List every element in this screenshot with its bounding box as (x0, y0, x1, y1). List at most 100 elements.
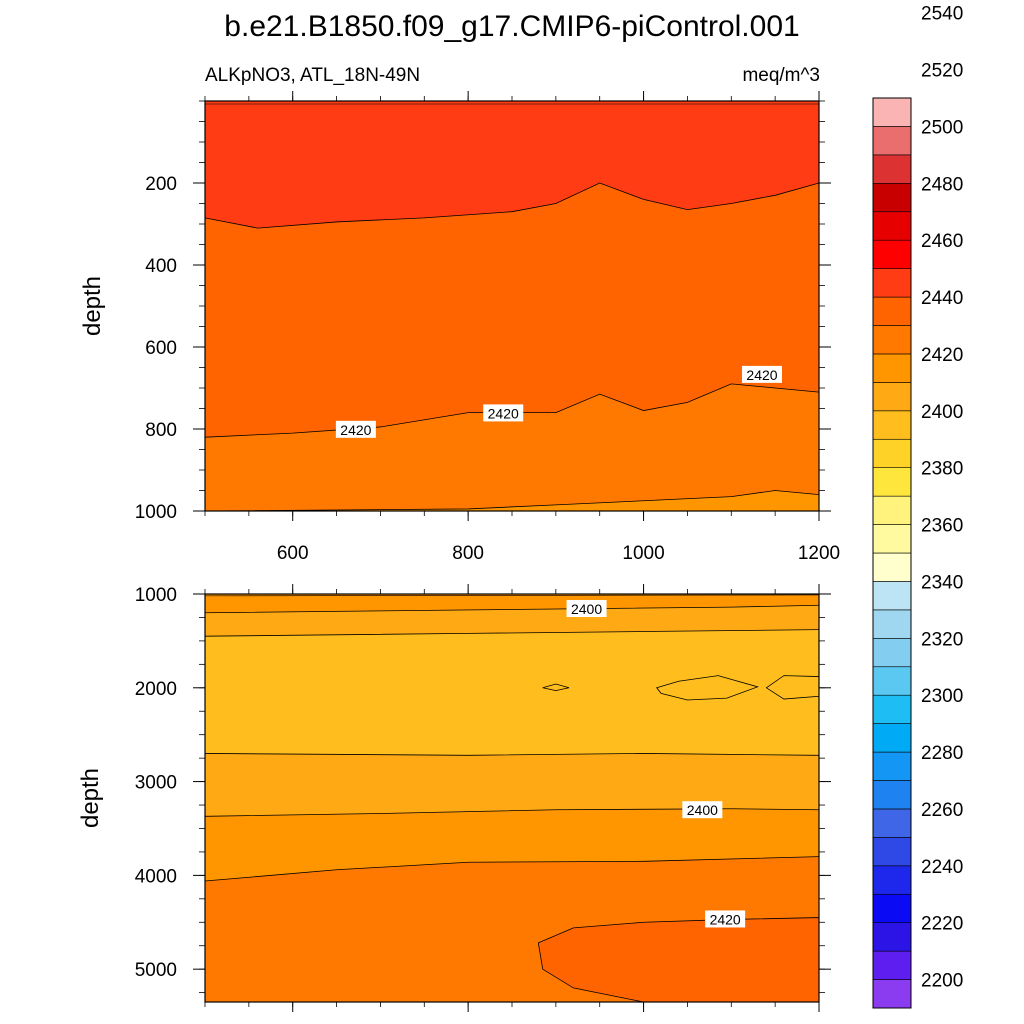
contour-label: 2420 (741, 365, 782, 383)
contour-line (204, 856, 820, 882)
upper-contour-panel: 2420 2420 2420 200 400 600 800 1000 600 800 1000 12… (135, 91, 840, 564)
colorbar-swatch (872, 694, 912, 724)
colorbar-swatch (872, 723, 912, 753)
colorbar-swatch (872, 609, 912, 639)
colorbar-swatch (872, 325, 912, 355)
colorbar: 2200 2220 2240 2260 2280 2300 2320 2340 2360 2380… (872, 4, 963, 1009)
contour-line (204, 182, 820, 229)
lower-contour-panel: 2400 2400 2420 1000 2000 3000 4000 5000 (135, 584, 831, 1012)
colorbar-label: 2460 (921, 231, 963, 252)
colorbar-swatch (872, 183, 912, 213)
colorbar-swatch (872, 438, 912, 468)
colorbar-label: 2480 (921, 174, 963, 195)
contour-label-text: 2420 (340, 422, 371, 438)
y-tick-label: 2000 (135, 679, 177, 700)
y-tick-label: 400 (145, 256, 177, 277)
colorbar-label: 2380 (921, 459, 963, 480)
contour-label: 2420 (705, 910, 746, 928)
colorbar-swatch (872, 638, 912, 668)
y-tick-label: 3000 (135, 773, 177, 794)
colorbar-swatch (872, 751, 912, 781)
subtitle-right: meq/m^3 (742, 65, 820, 86)
contour-band-2430 (205, 101, 819, 229)
colorbar-swatch (872, 126, 912, 156)
contour-label: 2420 (483, 404, 524, 422)
colorbar-swatch (872, 666, 912, 696)
colorbar-swatch (872, 268, 912, 298)
colorbar-label: 2420 (921, 345, 963, 366)
contour-label-text: 2420 (746, 367, 777, 383)
colorbar-swatch (872, 922, 912, 952)
contour-label-box (566, 600, 607, 618)
colorbar-swatch (872, 865, 912, 895)
colorbar-swatch (872, 353, 912, 383)
colorbar-swatch (872, 211, 912, 241)
subtitle-left: ALKpNO3, ATL_18N-49N (205, 65, 420, 86)
y-tick-label: 4000 (135, 866, 177, 887)
contour-line (204, 594, 820, 597)
y-tick-label: 200 (145, 174, 177, 195)
colorbar-swatch (872, 154, 912, 184)
y-tick-label: 1000 (135, 585, 177, 606)
colorbar-swatch (872, 97, 912, 127)
contour-line (204, 604, 820, 614)
contour-label-box (335, 420, 376, 438)
colorbar-swatch (872, 581, 912, 611)
y-tick-label: 5000 (135, 960, 177, 981)
contour-label-text: 2400 (571, 601, 602, 617)
colorbar-swatch (872, 410, 912, 440)
contour-line (204, 629, 820, 637)
contour-island-2420 (537, 917, 820, 1003)
colorbar-label: 2280 (921, 743, 963, 764)
colorbar-swatch (872, 524, 912, 554)
colorbar-label: 2300 (921, 686, 963, 707)
colorbar-swatch (872, 780, 912, 810)
colorbar-swatch (872, 979, 912, 1009)
colorbar-swatch (872, 893, 912, 923)
contour-band-2410 (205, 383, 819, 511)
colorbar-swatch (872, 552, 912, 582)
colorbar-label: 2220 (921, 914, 963, 935)
colorbar-label: 2500 (921, 117, 963, 138)
y-axis-label-lower: depth (77, 768, 104, 828)
colorbar-swatch (872, 239, 912, 269)
contour-label-text: 2420 (488, 405, 519, 421)
y-tick-label: 800 (145, 420, 177, 441)
contour-label-text: 2420 (710, 911, 741, 927)
contour-label-box (741, 365, 782, 383)
contour-label-box (705, 910, 746, 928)
colorbar-swatch (872, 495, 912, 525)
colorbar-frame (872, 97, 912, 1009)
colorbar-label: 2440 (921, 288, 963, 309)
contour-line (204, 753, 820, 756)
colorbar-label: 2240 (921, 857, 963, 878)
contour-island-2380 (542, 683, 570, 692)
colorbar-swatch (872, 382, 912, 412)
y-tick-label: 1000 (135, 502, 177, 523)
colorbar-swatch (872, 837, 912, 867)
x-tick-label: 1000 (622, 543, 664, 564)
colorbar-label: 2260 (921, 800, 963, 821)
colorbar-label: 2320 (921, 629, 963, 650)
colorbar-swatch (872, 950, 912, 980)
contour-line (204, 490, 820, 512)
colorbar-label: 2200 (921, 971, 963, 992)
colorbar-swatch (872, 296, 912, 326)
chart-title: b.e21.B1850.f09_g17.CMIP6-piControl.001 (224, 10, 799, 43)
colorbar-label: 2400 (921, 402, 963, 423)
x-tick-label: 800 (452, 543, 484, 564)
x-tick-label: 600 (277, 543, 309, 564)
colorbar-swatch (872, 808, 912, 838)
x-tick-label: 1200 (798, 543, 840, 564)
contour-label: 2400 (682, 801, 723, 819)
y-tick-label: 600 (145, 338, 177, 359)
colorbar-label: 2540 (921, 4, 963, 25)
colorbar-label: 2520 (921, 61, 963, 82)
contour-label-box (682, 801, 723, 819)
colorbar-swatch (872, 467, 912, 497)
contour-island-2380 (656, 675, 759, 701)
contour-label-box (483, 404, 524, 422)
contour-label: 2420 (335, 420, 376, 438)
contour-label-text: 2400 (687, 802, 718, 818)
